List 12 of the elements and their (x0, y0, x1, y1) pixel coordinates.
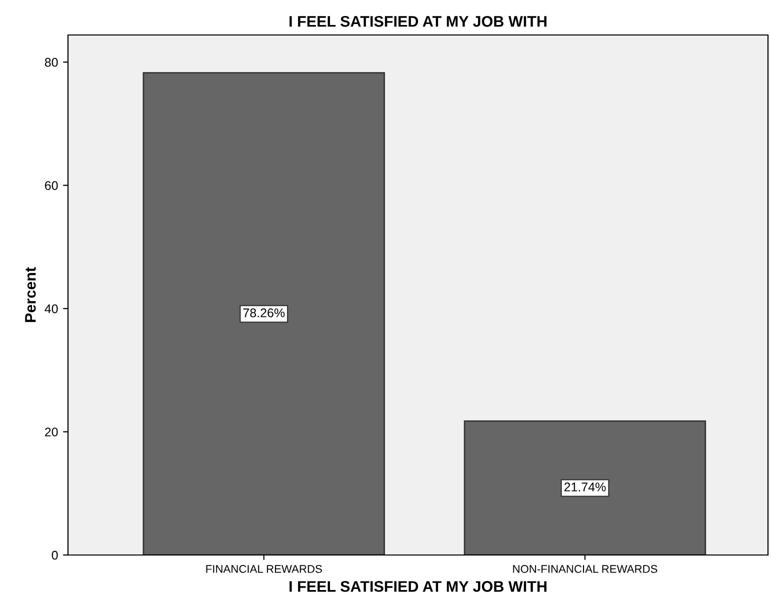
y-tick-label: 0 (52, 550, 58, 560)
y-tick-label: 60 (45, 181, 58, 190)
y-tick-label: 80 (44, 58, 58, 67)
chart-title: I FEEL SATISFIED AT MY JOB WITH (290, 16, 546, 27)
x-tick-label: NON-FINANCIAL REWARDS (513, 565, 658, 573)
data-label: 78.26% (243, 308, 285, 318)
y-axis-title: Percent (25, 267, 36, 322)
y-tick-label: 40 (44, 304, 58, 314)
y-tick-label: 20 (45, 428, 58, 436)
x-tick-label: FINANCIAL REWARDS (206, 565, 322, 573)
data-label: 21.74% (564, 482, 606, 492)
x-axis-title: I FEEL SATISFIED AT MY JOB WITH (290, 581, 546, 592)
